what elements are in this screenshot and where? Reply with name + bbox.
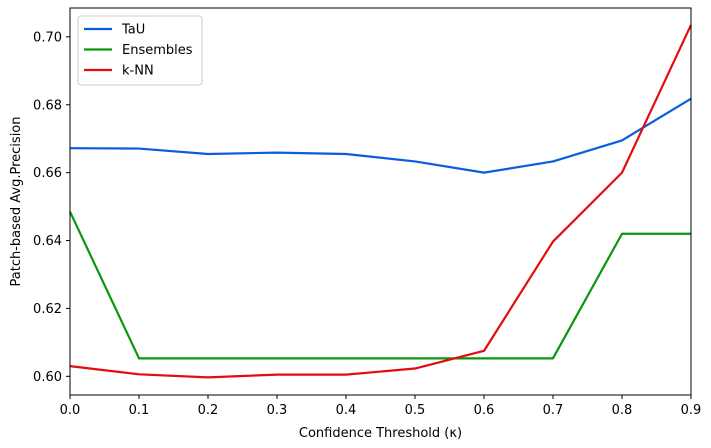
y-axis-label: Patch-based Avg.Precision bbox=[9, 117, 24, 287]
legend-label-1: Ensembles bbox=[122, 43, 193, 58]
y-tick-label: 0.60 bbox=[33, 370, 62, 385]
x-tick-label: 0.2 bbox=[198, 403, 219, 418]
x-tick-label: 0.8 bbox=[612, 403, 633, 418]
y-ticks: 0.60 0.62 0.64 0.66 0.68 0.70 bbox=[33, 30, 70, 385]
series-line-1 bbox=[69, 211, 691, 360]
legend-label-0: TaU bbox=[121, 23, 145, 38]
y-tick-label: 0.70 bbox=[33, 30, 62, 45]
y-tick-label: 0.62 bbox=[33, 302, 62, 317]
y-tick-label: 0.66 bbox=[33, 166, 62, 181]
x-tick-label: 0.9 bbox=[681, 403, 702, 418]
series-line-0 bbox=[69, 97, 692, 174]
y-tick-label: 0.68 bbox=[33, 98, 62, 113]
x-tick-label: 0.4 bbox=[336, 403, 357, 418]
x-ticks: 0.0 0.1 0.2 0.3 0.4 0.5 0.6 0.7 0.8 0.9 bbox=[60, 395, 702, 418]
x-axis-label: Confidence Threshold (κ) bbox=[299, 426, 462, 441]
x-tick-label: 0.7 bbox=[543, 403, 564, 418]
series-line-2 bbox=[69, 24, 692, 379]
series-layer bbox=[69, 24, 692, 379]
x-tick-label: 0.6 bbox=[474, 403, 495, 418]
legend-frame bbox=[77, 15, 203, 86]
legend-label-2: k-NN bbox=[122, 64, 154, 79]
y-tick-label: 0.64 bbox=[33, 234, 62, 249]
x-tick-label: 0.0 bbox=[60, 403, 81, 418]
legend-items: TaU Ensembles k-NN bbox=[84, 23, 193, 79]
legend: TaU Ensembles k-NN bbox=[77, 15, 203, 86]
plot-frame bbox=[69, 7, 692, 396]
x-tick-label: 0.5 bbox=[405, 403, 426, 418]
x-tick-label: 0.1 bbox=[129, 403, 150, 418]
x-tick-label: 0.3 bbox=[267, 403, 288, 418]
